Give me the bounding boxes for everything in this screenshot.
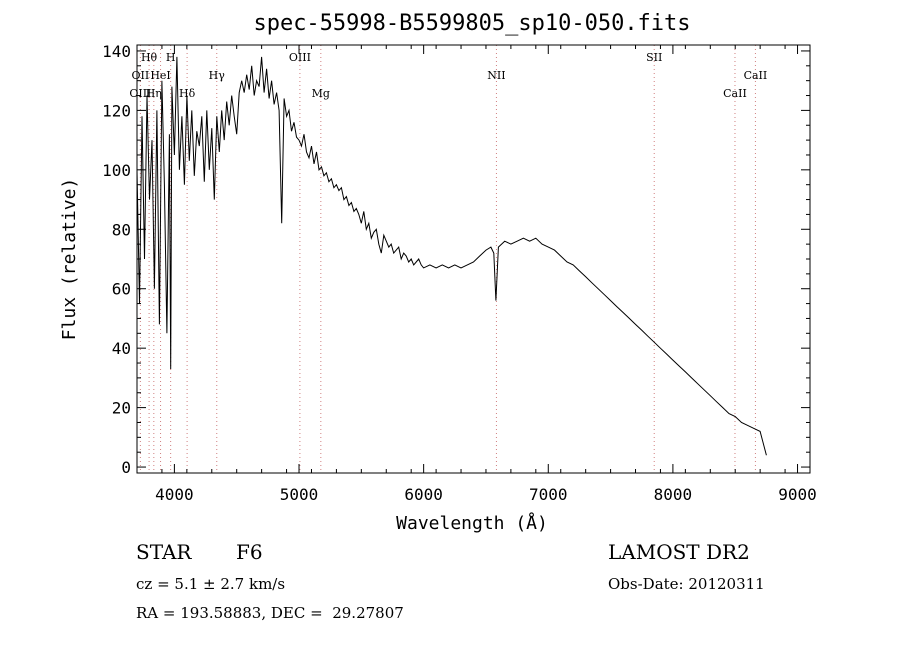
y-tick-label: 40 <box>112 339 131 358</box>
x-tick-label: 9000 <box>778 485 817 504</box>
x-tick-label: 6000 <box>404 485 443 504</box>
x-tick-label: 4000 <box>155 485 194 504</box>
line-label: NII <box>487 69 505 82</box>
y-tick-label: 20 <box>112 399 131 418</box>
line-label: Hδ <box>179 87 196 100</box>
y-tick-label: 60 <box>112 280 131 299</box>
x-axis: 4000 5000 6000 7000 8000 9000 <box>136 45 817 504</box>
redshift-cz: cz = 5.1 ± 2.7 km/s <box>136 575 286 593</box>
y-axis: 0 20 40 60 80 100 120 140 <box>102 42 810 477</box>
y-axis-label: Flux (relative) <box>59 178 80 341</box>
line-label: HeI <box>150 69 170 82</box>
line-label: OIII <box>289 51 311 64</box>
line-label: OIII <box>129 87 151 100</box>
coordinates: RA = 193.58883, DEC = 29.27807 <box>136 604 404 622</box>
x-tick-label: 7000 <box>529 485 568 504</box>
line-label: Hθ <box>141 51 158 64</box>
line-label: SII <box>646 51 662 64</box>
line-label: CaII <box>744 69 768 82</box>
emission-line-markers <box>139 45 756 473</box>
line-label: OII <box>132 69 150 82</box>
chart-title: spec-55998-B5599805_sp10-050.fits <box>253 11 690 36</box>
y-tick-label: 80 <box>112 220 131 239</box>
x-axis-label: Wavelength (Å) <box>396 512 548 534</box>
line-label: H <box>166 51 176 64</box>
y-tick-label: 0 <box>121 458 131 477</box>
line-label: CaII <box>723 87 747 100</box>
y-tick-label: 140 <box>102 42 131 61</box>
observation-date: Obs-Date: 20120311 <box>608 575 765 593</box>
spectrum-line <box>136 56 767 456</box>
object-subclass: F6 <box>236 540 263 564</box>
line-label: Hη <box>146 87 162 100</box>
line-label: Mg <box>312 87 330 100</box>
spectrum-chart: spec-55998-B5599805_sp10-050.fits Hθ H OII… <box>59 11 817 534</box>
x-tick-label: 5000 <box>280 485 319 504</box>
y-tick-label: 120 <box>102 101 131 120</box>
survey-name: LAMOST DR2 <box>608 540 750 564</box>
line-label: Hγ <box>209 69 226 82</box>
object-class: STAR <box>136 540 192 564</box>
x-tick-label: 8000 <box>654 485 693 504</box>
y-tick-label: 100 <box>102 161 131 180</box>
